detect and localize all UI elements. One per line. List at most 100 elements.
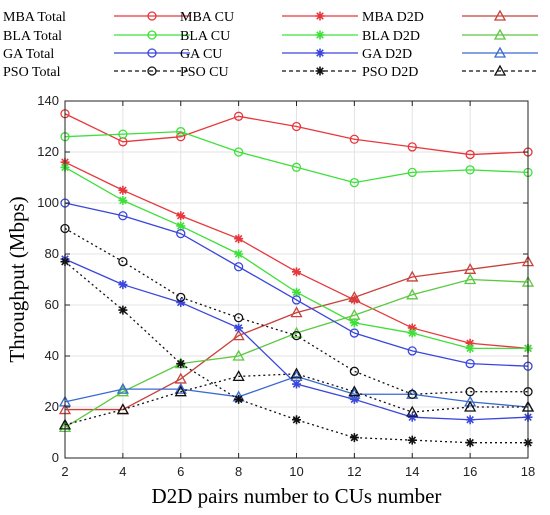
legend-item-bla-cu: BLA CU <box>180 29 358 44</box>
series-line <box>64 113 529 156</box>
data-point <box>349 394 359 404</box>
legend-item-bla-d2d: BLA D2D <box>362 28 538 44</box>
data-point <box>465 338 475 348</box>
data-point <box>407 389 417 399</box>
data-point <box>176 359 186 369</box>
data-point <box>176 228 186 239</box>
data-point <box>407 346 417 356</box>
data-point <box>349 295 359 305</box>
data-point <box>464 395 477 407</box>
legend-label: MBA Total <box>3 10 66 25</box>
legend-swatch-marker <box>315 11 325 21</box>
data-point <box>233 111 244 121</box>
y-tick-label: 80 <box>45 246 59 261</box>
series-line <box>64 202 529 367</box>
data-point <box>291 295 302 305</box>
series-line <box>65 261 529 411</box>
data-point <box>407 167 417 178</box>
legend-item-pso-total: PSO Total <box>3 65 190 80</box>
legend-item-pso-d2d: PSO D2D <box>362 64 538 80</box>
legend-swatch-marker <box>315 30 325 40</box>
data-point <box>290 367 303 379</box>
data-point <box>290 370 303 382</box>
legend-item-ga-d2d: GA D2D <box>362 46 538 62</box>
y-tick-label: 120 <box>37 144 59 159</box>
data-point <box>407 435 417 445</box>
data-point <box>176 132 186 142</box>
data-point <box>407 142 417 152</box>
legend-item-ga-total: GA Total <box>3 47 190 62</box>
series-line <box>64 130 529 184</box>
data-point <box>234 234 244 244</box>
data-point <box>116 403 129 415</box>
data-point <box>406 405 419 417</box>
x-tick-label: 10 <box>289 464 303 479</box>
data-point <box>349 134 360 144</box>
data-point <box>407 328 417 338</box>
x-tick-label: 8 <box>235 464 242 479</box>
y-tick-label: 60 <box>45 297 59 312</box>
legend-swatch-marker <box>147 48 157 58</box>
data-point <box>464 273 477 285</box>
data-point <box>232 329 245 341</box>
x-axis-title: D2D pairs number to CUs number <box>152 484 442 508</box>
data-point <box>174 382 187 394</box>
data-point <box>291 121 302 132</box>
data-point <box>233 313 244 323</box>
data-point <box>349 318 359 328</box>
data-point <box>118 280 128 290</box>
legend-swatch-marker <box>147 11 157 21</box>
data-point <box>118 256 128 267</box>
data-point <box>116 382 129 394</box>
data-point <box>234 249 244 259</box>
data-point <box>465 415 475 425</box>
data-point <box>406 288 419 300</box>
data-point <box>348 387 361 399</box>
legend-item-bla-total: BLA Total <box>3 29 190 44</box>
data-point <box>292 287 301 297</box>
data-point <box>176 126 186 137</box>
data-point <box>232 370 245 382</box>
legend-label: PSO D2D <box>362 65 418 80</box>
legend-swatch-marker <box>147 66 157 76</box>
data-point <box>464 400 477 412</box>
data-point <box>465 165 475 175</box>
x-tick-label: 16 <box>463 464 477 479</box>
data-point <box>176 211 186 221</box>
series-line <box>64 227 528 395</box>
series-line <box>64 278 529 428</box>
data-point <box>174 385 187 397</box>
data-point <box>233 147 244 157</box>
legend-label: BLA Total <box>3 29 62 44</box>
legend-item-mba-cu: MBA CU <box>180 10 358 25</box>
legend-label: MBA D2D <box>362 10 424 25</box>
data-point <box>465 343 475 353</box>
data-point <box>407 412 417 422</box>
data-point <box>465 358 475 369</box>
x-tick-label: 14 <box>405 464 419 479</box>
data-point <box>234 394 244 404</box>
legend-swatch-marker <box>493 46 507 58</box>
legend-swatch-marker <box>315 66 325 76</box>
legend-swatch-marker <box>493 64 507 76</box>
legend-label: PSO CU <box>180 65 229 80</box>
x-tick-label: 18 <box>521 464 535 479</box>
data-point <box>349 328 360 338</box>
legend-label: GA Total <box>3 47 54 62</box>
legend-label: BLA D2D <box>362 29 420 44</box>
data-point <box>118 211 128 221</box>
data-point <box>118 195 128 205</box>
data-point <box>406 270 419 282</box>
legend-label: GA D2D <box>362 47 412 62</box>
legend-label: PSO Total <box>3 65 61 80</box>
data-point <box>465 387 475 397</box>
data-point <box>349 433 359 443</box>
data-point <box>292 415 301 425</box>
data-point <box>176 221 186 231</box>
legend-label: BLA CU <box>180 29 230 44</box>
legend-item-pso-cu: PSO CU <box>180 65 358 80</box>
data-point <box>465 438 475 448</box>
data-point <box>349 177 360 188</box>
series-mba-d2d <box>58 255 535 415</box>
